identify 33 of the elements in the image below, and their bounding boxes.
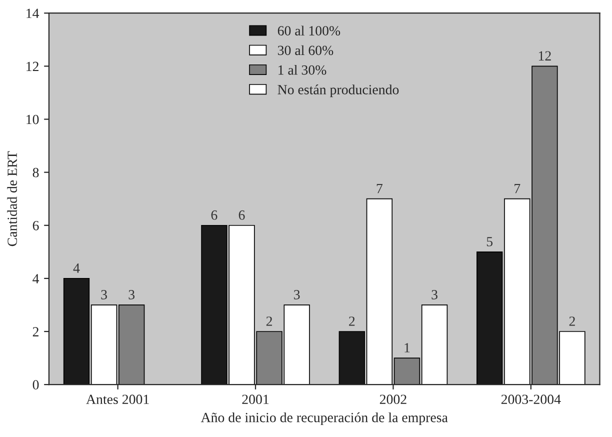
x-tick-label: 2003-2004 [501,394,561,404]
y-tick-label: 8 [32,168,39,178]
y-tick-label: 4 [32,274,40,284]
legend-label: 1 al 30% [278,64,326,75]
data-label: 5 [486,237,493,246]
data-label: 6 [211,210,218,220]
data-label: 12 [538,51,551,60]
data-label: 2 [349,316,355,326]
legend-label: 30 al 60% [278,45,334,56]
x-tick-label: Antes 2001 [86,394,149,404]
legend-label: 60 al 100% [278,26,340,36]
data-label: 3 [101,290,107,300]
data-label: 3 [128,290,135,300]
data-label: 6 [238,210,245,220]
data-label: 2 [569,316,575,326]
data-label: 1 [404,343,410,352]
data-label: 3 [294,290,300,300]
y-tick-label: 10 [26,114,39,124]
y-tick-label: 6 [32,220,39,230]
data-label: 7 [376,184,383,194]
data-label: 7 [514,184,520,194]
x-tick-label: 2002 [380,394,406,404]
data-label: 3 [432,290,438,300]
y-tick-label: 12 [26,62,38,71]
legend-label: No están produciendo [278,84,399,98]
y-tick-label: 0 [32,380,39,390]
y-tick-label: 2 [32,327,38,336]
data-label: 2 [266,316,272,326]
x-tick-label: 2001 [242,394,269,404]
y-tick-label: 14 [26,8,40,18]
data-label: 4 [73,264,80,273]
x-axis-title: Año de inicio de recuperación de la empresa [200,412,448,426]
y-axis-title: Cantidad de ERT [7,151,17,246]
